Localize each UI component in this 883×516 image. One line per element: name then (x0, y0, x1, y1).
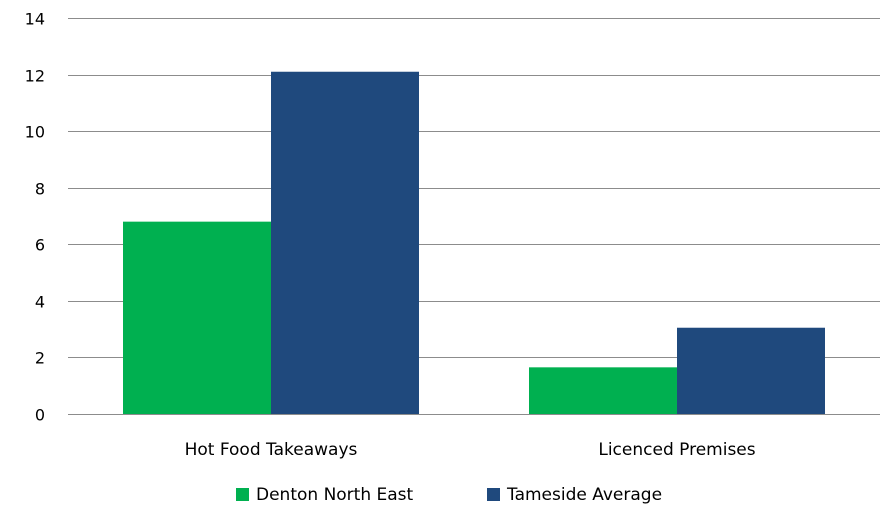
x-axis-category-labels: Hot Food Takeaways Licenced Premises (185, 440, 756, 460)
bar-licenced-premises-denton-north-east (529, 367, 677, 414)
x-category-label-0: Hot Food Takeaways (185, 440, 358, 460)
legend-label-0: Denton North East (256, 485, 414, 505)
y-axis-tick-labels: 0 2 4 6 8 10 12 14 (25, 10, 45, 425)
y-tick-label-8: 8 (35, 180, 45, 199)
y-tick-label-2: 2 (35, 349, 45, 368)
y-tick-label-12: 12 (25, 67, 45, 86)
bar-hot-food-takeaways-denton-north-east (123, 221, 271, 414)
y-tick-label-10: 10 (25, 123, 45, 142)
y-tick-label-6: 6 (35, 236, 45, 255)
y-tick-label-0: 0 (35, 406, 45, 425)
legend-swatch-0 (236, 488, 249, 501)
x-category-label-1: Licenced Premises (598, 440, 755, 460)
legend: Denton North East Tameside Average (236, 485, 662, 505)
legend-swatch-1 (487, 488, 500, 501)
bar-hot-food-takeaways-tameside-average (271, 71, 419, 414)
bars (123, 71, 825, 414)
y-tick-label-4: 4 (35, 293, 45, 312)
legend-label-1: Tameside Average (506, 485, 662, 505)
bar-licenced-premises-tameside-average (677, 327, 825, 414)
y-tick-label-14: 14 (25, 10, 45, 29)
